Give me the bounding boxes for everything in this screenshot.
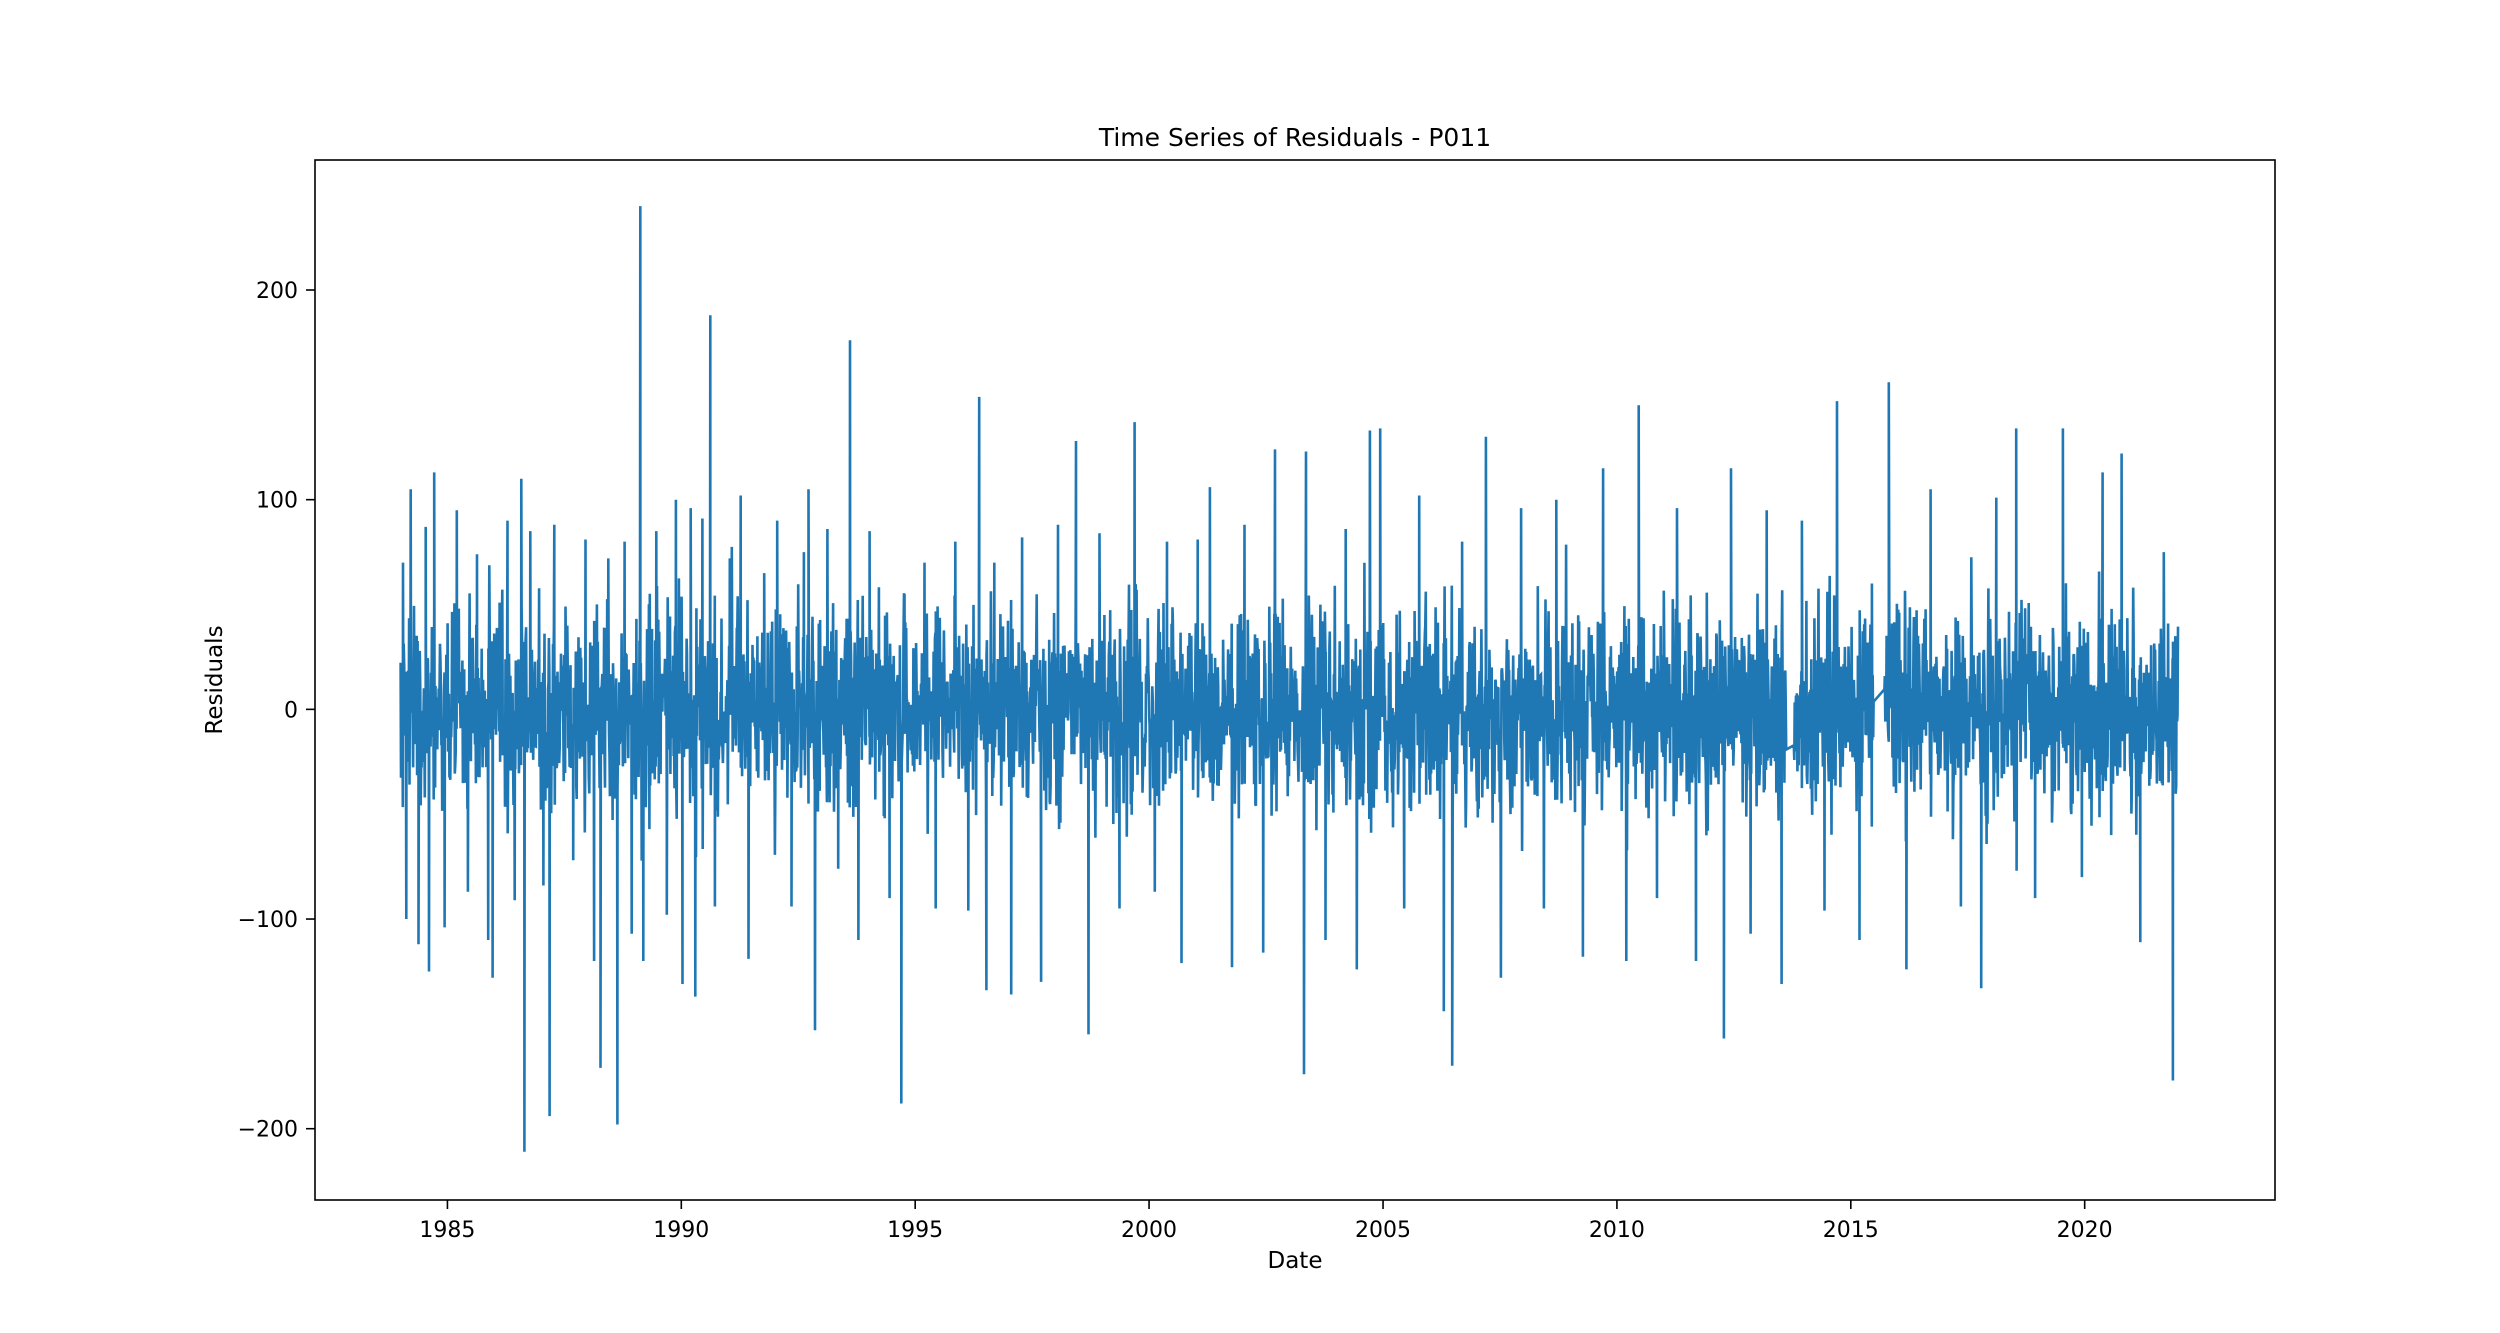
x-tick-label: 2000 [1121, 1218, 1177, 1243]
y-axis-label: Residuals [202, 625, 228, 734]
x-tick-label: 2015 [1823, 1218, 1879, 1243]
y-tick-label: 100 [256, 489, 298, 514]
y-axis: 200 100 0 −100 −200 [238, 279, 315, 1143]
x-tick-label: 1985 [419, 1218, 475, 1243]
x-tick-label: 1995 [887, 1218, 943, 1243]
x-tick-label: 2005 [1355, 1218, 1411, 1243]
y-tick-label: −100 [238, 908, 298, 933]
x-axis-label: Date [1268, 1248, 1323, 1274]
x-tick-label: 1990 [653, 1218, 709, 1243]
y-tick-label: −200 [238, 1118, 298, 1143]
y-tick-label: 0 [284, 698, 298, 723]
residual-line [399, 206, 2180, 1152]
x-tick-label: 2010 [1589, 1218, 1645, 1243]
plot-frame [314, 159, 2276, 1201]
x-tick-label: 2020 [2057, 1218, 2113, 1243]
chart-title: Time Series of Residuals - P011 [1098, 123, 1491, 152]
residual-series [399, 206, 2180, 1152]
y-tick-label: 200 [256, 279, 298, 304]
x-axis: 1985 1990 1995 2000 2005 2010 2015 2020 [419, 1200, 2113, 1243]
